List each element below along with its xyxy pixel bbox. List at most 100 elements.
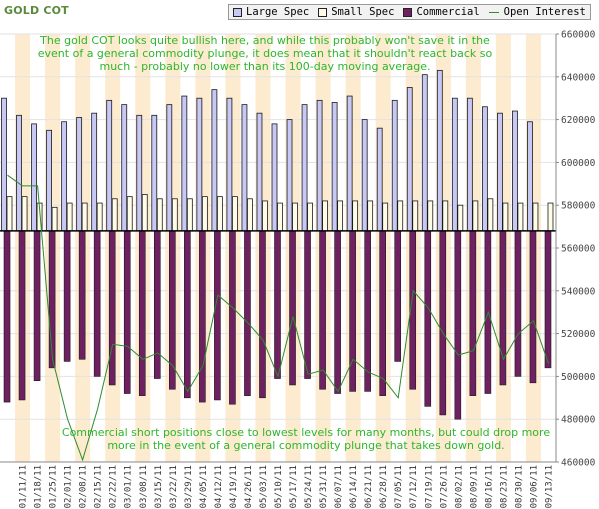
small-spec-bar — [141, 194, 148, 232]
x-tick-label: 07/05/11 — [394, 465, 404, 508]
small-spec-bar — [367, 200, 374, 232]
commercial-bar — [304, 230, 311, 379]
legend-item-open-interest: Open Interest — [488, 6, 586, 18]
large-spec-bar — [301, 104, 308, 232]
x-tick-label: 05/31/11 — [319, 465, 329, 508]
large-spec-bar — [527, 121, 533, 232]
small-spec-bar — [21, 196, 28, 232]
commercial-bar — [199, 230, 206, 403]
large-spec-bar — [226, 97, 233, 232]
y-tick-label: 520000 — [561, 329, 596, 340]
x-tick-label: 03/22/11 — [169, 465, 179, 508]
x-tick-label: 07/19/11 — [424, 465, 434, 508]
y-tick-label: 460000 — [561, 458, 596, 469]
commercial-bar — [394, 230, 402, 362]
small-spec-bar — [412, 200, 419, 232]
large-spec-bar — [376, 127, 383, 232]
legend-label-large-spec: Large Spec — [246, 6, 310, 18]
x-tick-label: 03/08/11 — [139, 465, 149, 508]
small-spec-bar — [186, 198, 193, 232]
commercial-bar — [334, 230, 341, 394]
large-spec-bar — [451, 97, 458, 232]
annotation-bottom: Commercial short positions close to lowe… — [61, 426, 551, 452]
x-tick-label: 04/19/11 — [229, 465, 239, 508]
large-spec-bar — [241, 104, 248, 232]
x-tick-label: 02/22/11 — [109, 465, 119, 508]
small-spec-bar — [126, 196, 133, 232]
commercial-bar — [108, 230, 116, 386]
small-spec-bar — [111, 198, 118, 232]
x-tick-label: 03/29/11 — [184, 465, 194, 508]
commercial-bar — [274, 230, 281, 379]
commercial-bar — [229, 230, 236, 405]
large-spec-bar — [166, 104, 173, 232]
large-spec-bar — [286, 119, 293, 232]
small-spec-bar — [6, 196, 13, 232]
y-tick-label: 540000 — [561, 286, 596, 297]
large-spec-bar — [16, 114, 22, 232]
x-tick-label: 04/05/11 — [199, 465, 209, 508]
large-spec-bar — [331, 102, 338, 232]
small-spec-bar — [502, 202, 509, 232]
commercial-bar — [514, 230, 522, 377]
x-tick-label: 02/15/11 — [94, 465, 104, 508]
x-tick-label: 05/03/11 — [259, 465, 269, 508]
small-spec-bar — [442, 200, 449, 232]
commercial-bar — [63, 230, 71, 362]
large-spec-bar — [361, 119, 368, 232]
legend-item-small-spec: Small Spec — [318, 6, 394, 18]
large-spec-bar — [436, 69, 443, 232]
large-spec-bar — [256, 112, 263, 232]
small-spec-bar — [532, 202, 539, 232]
x-tick-label: 08/09/11 — [469, 465, 479, 508]
small-spec-bar — [277, 202, 283, 232]
commercial-bar — [424, 230, 432, 407]
legend-item-large-spec: Large Spec — [233, 6, 309, 18]
large-spec-bar — [46, 129, 52, 232]
large-spec-bar — [196, 97, 203, 232]
commercial-bar — [78, 230, 86, 360]
small-spec-bar — [472, 200, 479, 232]
commercial-bar — [364, 230, 371, 392]
commercial-bar — [469, 230, 477, 396]
commercial-bar — [439, 230, 447, 416]
small-spec-bar — [156, 198, 163, 232]
large-spec-bar — [316, 99, 323, 232]
large-spec-bar — [91, 112, 98, 232]
x-tick-label: 05/10/11 — [274, 465, 284, 508]
small-spec-bar — [171, 198, 178, 232]
y-tick-label: 480000 — [561, 415, 596, 426]
x-tick-label: 06/21/11 — [364, 465, 374, 508]
small-spec-bar — [232, 196, 238, 232]
chart-title: GOLD COT — [4, 4, 69, 17]
commercial-bar — [18, 230, 26, 401]
x-tick-label: 08/23/11 — [499, 465, 509, 508]
commercial-bar — [214, 230, 221, 401]
large-spec-bar — [421, 74, 428, 232]
commercial-bar — [379, 230, 386, 396]
large-spec-bar — [271, 123, 278, 232]
small-spec-bar — [66, 202, 73, 232]
small-spec-swatch — [318, 7, 328, 17]
small-spec-bar — [81, 202, 88, 232]
large-spec-bar — [136, 114, 143, 232]
small-spec-bar — [262, 200, 268, 232]
x-tick-label: 08/16/11 — [484, 465, 494, 508]
commercial-bar — [184, 230, 191, 399]
large-spec-bar — [121, 104, 128, 232]
commercial-bar — [3, 230, 11, 403]
x-tick-label: 02/08/11 — [79, 465, 89, 508]
commercial-bar — [153, 230, 161, 379]
large-spec-bar — [346, 95, 353, 232]
small-spec-bar — [247, 198, 253, 232]
x-tick-label: 05/24/11 — [304, 465, 314, 508]
x-tick-label: 08/02/11 — [454, 465, 464, 508]
commercial-swatch — [403, 7, 413, 17]
x-tick-label: 09/13/11 — [544, 465, 554, 508]
x-tick-label: 08/30/11 — [514, 465, 524, 508]
x-tick-label: 06/28/11 — [379, 465, 389, 508]
y-tick-label: 620000 — [561, 115, 596, 126]
commercial-bar — [93, 230, 101, 377]
large-spec-bar — [211, 89, 218, 232]
y-tick-label: 580000 — [561, 201, 596, 212]
